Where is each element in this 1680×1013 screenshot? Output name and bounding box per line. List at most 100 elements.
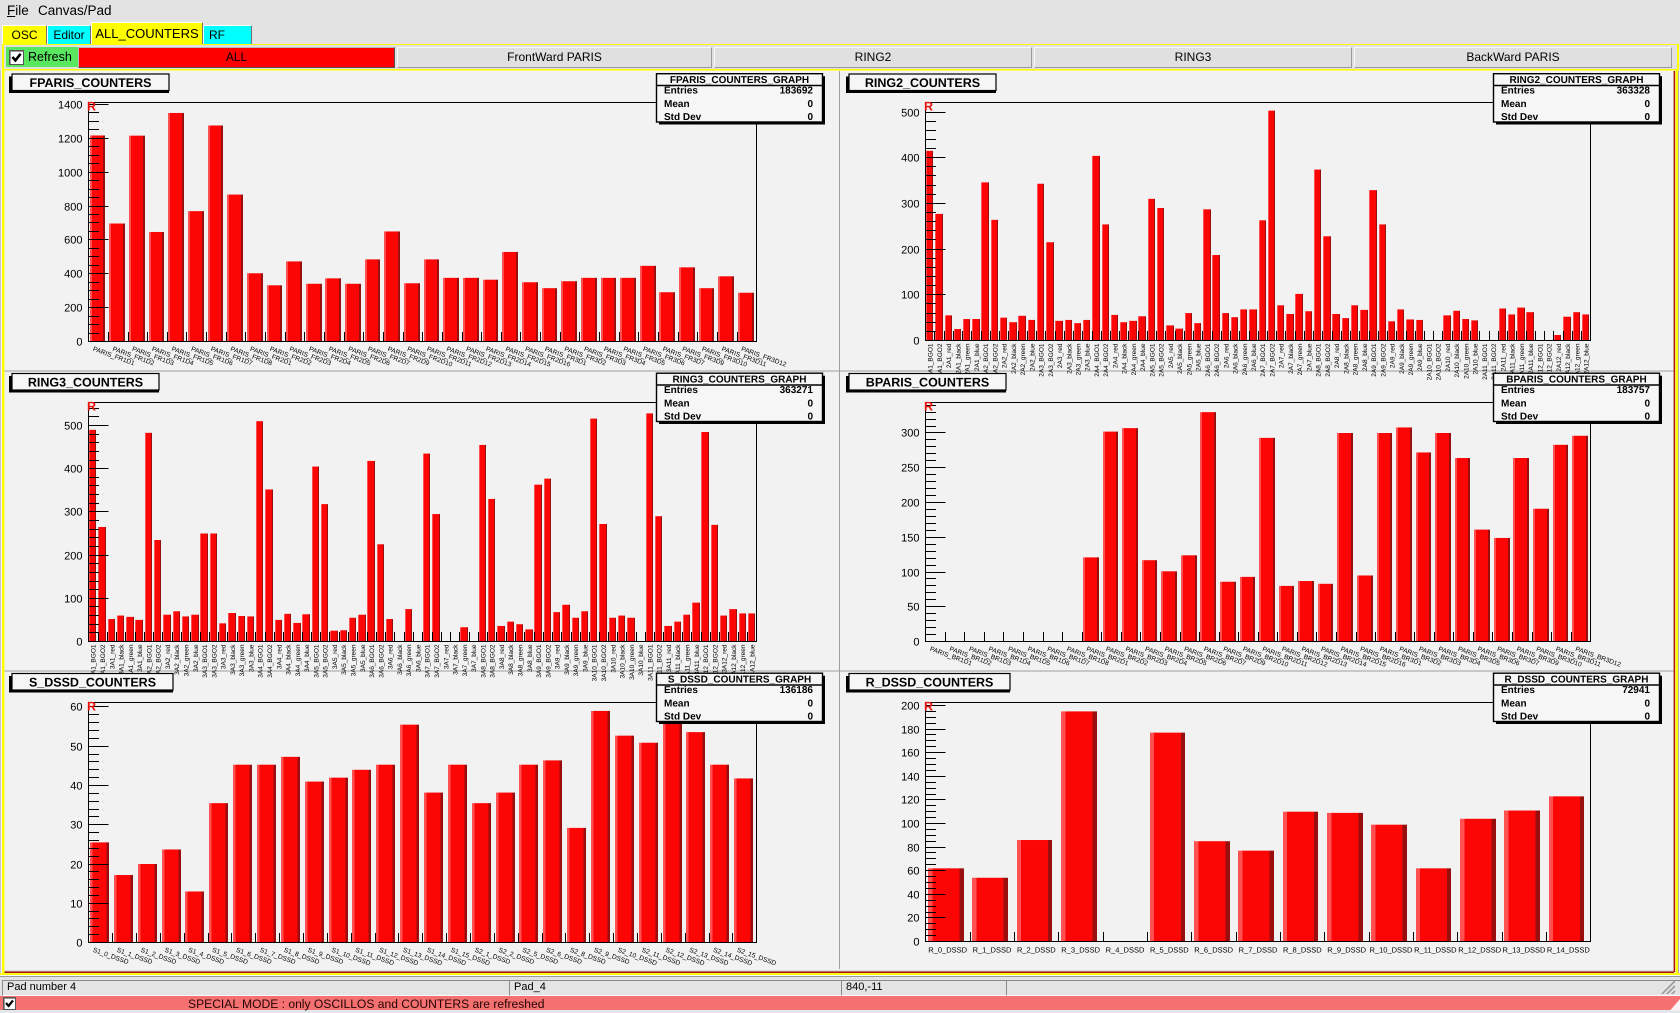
svg-text:2A4_BGO2: 2A4_BGO2 <box>1103 343 1110 377</box>
svg-text:2A8_blue: 2A8_blue <box>1362 343 1369 371</box>
svg-text:400: 400 <box>901 152 919 164</box>
svg-text:2A1_BGO2: 2A1_BGO2 <box>937 343 944 377</box>
svg-text:40: 40 <box>907 889 919 901</box>
svg-text:183757: 183757 <box>1617 385 1651 396</box>
svg-text:2A4_BGO1: 2A4_BGO1 <box>1094 343 1101 377</box>
svg-text:2A2_blue: 2A2_blue <box>1029 343 1036 371</box>
svg-text:3A12_BGO1: 3A12_BGO1 <box>703 644 710 681</box>
svg-text:3A5_BGO2: 3A5_BGO2 <box>323 644 330 678</box>
svg-text:3A4_green: 3A4_green <box>295 644 302 676</box>
svg-text:300: 300 <box>901 198 919 210</box>
svg-text:300: 300 <box>901 427 919 439</box>
svg-text:40: 40 <box>70 780 82 792</box>
svg-text:2A4_blue: 2A4_blue <box>1140 343 1147 371</box>
svg-text:R_11_DSSD: R_11_DSSD <box>1414 946 1457 955</box>
svg-text:2A9_BGO1: 2A9_BGO1 <box>1371 343 1378 377</box>
svg-text:Entries: Entries <box>1501 385 1535 396</box>
svg-text:RING2_COUNTERS_GRAPH: RING2_COUNTERS_GRAPH <box>1510 75 1644 86</box>
svg-text:3A12_black: 3A12_black <box>731 644 738 679</box>
svg-text:3A10_green: 3A10_green <box>629 644 636 680</box>
svg-text:3A1_red: 3A1_red <box>109 644 116 669</box>
svg-text:2A5_black: 2A5_black <box>1177 343 1184 374</box>
svg-text:200: 200 <box>901 497 919 509</box>
svg-text:136186: 136186 <box>780 685 814 696</box>
svg-text:RING3_COUNTERS: RING3_COUNTERS <box>28 375 143 389</box>
svg-text:Mean: Mean <box>664 398 690 409</box>
svg-text:250: 250 <box>901 462 919 474</box>
svg-text:Mean: Mean <box>1501 398 1527 409</box>
svg-text:20: 20 <box>907 912 919 924</box>
svg-text:0: 0 <box>1644 99 1650 110</box>
svg-text:3A1_green: 3A1_green <box>128 644 135 676</box>
svg-text:R_14_DSSD: R_14_DSSD <box>1547 946 1591 955</box>
svg-text:2A2_BGO1: 2A2_BGO1 <box>983 343 990 377</box>
svg-text:1200: 1200 <box>58 133 82 145</box>
svg-text:3A9_black: 3A9_black <box>564 644 571 675</box>
svg-text:2A10_blue: 2A10_blue <box>1473 343 1480 374</box>
svg-text:2A5_BGO2: 2A5_BGO2 <box>1159 343 1166 377</box>
svg-text:2A3_red: 2A3_red <box>1057 343 1064 368</box>
svg-text:2A5_green: 2A5_green <box>1186 343 1193 375</box>
svg-text:2A10_black: 2A10_black <box>1454 343 1461 378</box>
svg-text:400: 400 <box>64 463 82 475</box>
svg-text:2A7_blue: 2A7_blue <box>1306 343 1313 371</box>
svg-text:R_3_DSSD: R_3_DSSD <box>1061 946 1100 955</box>
svg-text:2A7_red: 2A7_red <box>1279 343 1286 368</box>
svg-text:3A11_green: 3A11_green <box>685 644 692 679</box>
svg-text:2A10_red: 2A10_red <box>1445 343 1452 372</box>
svg-text:2A6_green: 2A6_green <box>1242 343 1249 375</box>
svg-text:3A11_black: 3A11_black <box>675 644 682 678</box>
svg-text:2A3_BGO1: 2A3_BGO1 <box>1039 343 1046 377</box>
svg-text:2A6_red: 2A6_red <box>1223 343 1230 368</box>
svg-text:3A10_BGO1: 3A10_BGO1 <box>592 644 599 681</box>
svg-text:3A3_BGO1: 3A3_BGO1 <box>202 644 209 678</box>
svg-text:3A4_red: 3A4_red <box>276 644 283 669</box>
svg-text:R: R <box>924 700 933 714</box>
svg-text:60: 60 <box>907 865 919 877</box>
svg-text:2A12_blue: 2A12_blue <box>1583 343 1590 374</box>
svg-text:BPARIS_COUNTERS: BPARIS_COUNTERS <box>866 375 989 389</box>
svg-text:100: 100 <box>64 593 82 605</box>
svg-text:2A1_red: 2A1_red <box>946 343 953 368</box>
svg-text:2A11_BGO2: 2A11_BGO2 <box>1491 343 1498 380</box>
svg-text:0: 0 <box>807 412 813 423</box>
svg-text:2A9_green: 2A9_green <box>1408 343 1415 375</box>
svg-text:1000: 1000 <box>58 167 82 179</box>
svg-text:3A7_BGO2: 3A7_BGO2 <box>434 644 441 678</box>
svg-text:500: 500 <box>64 420 82 432</box>
svg-text:2A4_black: 2A4_black <box>1122 343 1129 374</box>
svg-text:Mean: Mean <box>1501 698 1527 709</box>
svg-text:80: 80 <box>907 842 919 854</box>
svg-text:120: 120 <box>901 794 919 806</box>
svg-text:3A10_blue: 3A10_blue <box>638 644 645 675</box>
svg-text:2A10_BGO1: 2A10_BGO1 <box>1426 343 1433 380</box>
svg-text:2A3_black: 2A3_black <box>1066 343 1073 374</box>
svg-text:140: 140 <box>901 771 919 783</box>
svg-text:3A7_BGO1: 3A7_BGO1 <box>425 644 432 678</box>
svg-text:3A7_green: 3A7_green <box>462 644 469 676</box>
svg-text:0: 0 <box>913 636 919 648</box>
svg-text:0: 0 <box>913 936 919 948</box>
svg-text:72941: 72941 <box>1622 685 1650 696</box>
svg-text:Entries: Entries <box>664 685 698 696</box>
svg-text:2A8_black: 2A8_black <box>1343 343 1350 374</box>
svg-text:Entries: Entries <box>1501 86 1535 97</box>
svg-text:2A5_red: 2A5_red <box>1168 343 1175 368</box>
svg-text:3A7_red: 3A7_red <box>443 644 450 669</box>
svg-text:3A2_red: 3A2_red <box>165 644 172 669</box>
svg-text:10: 10 <box>70 898 82 910</box>
svg-text:363271: 363271 <box>780 385 814 396</box>
svg-text:200: 200 <box>901 244 919 256</box>
svg-text:200: 200 <box>901 700 919 712</box>
svg-text:R_DSSD_COUNTERS_GRAPH: R_DSSD_COUNTERS_GRAPH <box>1505 675 1649 686</box>
svg-text:3A7_blue: 3A7_blue <box>471 644 478 672</box>
svg-text:Std Dev: Std Dev <box>1501 412 1539 423</box>
svg-text:2A11_blue: 2A11_blue <box>1528 343 1535 374</box>
svg-text:3A10_red: 3A10_red <box>610 644 617 673</box>
svg-text:30: 30 <box>70 819 82 831</box>
svg-text:2A4_red: 2A4_red <box>1112 343 1119 368</box>
svg-text:R: R <box>924 400 933 414</box>
svg-text:2A12_red: 2A12_red <box>1556 343 1563 372</box>
svg-text:3A3_black: 3A3_black <box>230 644 237 675</box>
svg-text:500: 500 <box>901 107 919 119</box>
